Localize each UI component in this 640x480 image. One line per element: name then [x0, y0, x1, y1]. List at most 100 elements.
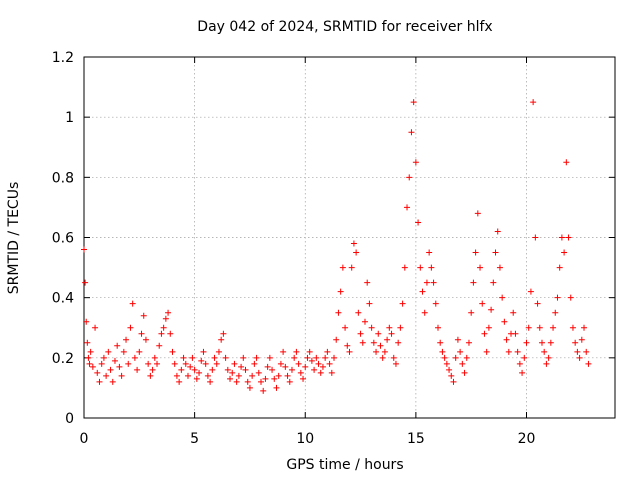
data-point — [233, 378, 240, 385]
data-point — [514, 348, 521, 355]
y-tick-label: 0.8 — [52, 170, 74, 186]
data-point — [142, 336, 149, 343]
data-point — [359, 339, 366, 346]
data-point — [346, 348, 353, 355]
data-point — [384, 336, 391, 343]
grid-lines — [84, 57, 615, 418]
data-point — [377, 342, 384, 349]
data-point — [311, 366, 318, 373]
y-axis-label: SRMTID / TECUs — [6, 182, 22, 295]
data-point — [512, 330, 519, 337]
data-point — [147, 372, 154, 379]
data-point — [187, 363, 194, 370]
data-point — [160, 324, 167, 331]
data-point — [430, 279, 437, 286]
data-point — [224, 366, 231, 373]
data-point — [530, 99, 537, 106]
y-tick-label: 0 — [65, 411, 74, 427]
data-point — [459, 360, 466, 367]
data-point — [381, 348, 388, 355]
data-point — [386, 324, 393, 331]
data-point — [536, 324, 543, 331]
data-point — [572, 339, 579, 346]
data-point — [344, 342, 351, 349]
data-point — [308, 357, 315, 364]
data-point — [435, 324, 441, 331]
y-tick-label: 0.6 — [52, 231, 74, 247]
data-point — [361, 318, 368, 325]
data-point — [275, 372, 282, 379]
data-point — [100, 354, 107, 361]
data-point — [428, 264, 435, 271]
data-point — [331, 354, 338, 361]
data-point — [379, 354, 386, 361]
data-point — [291, 354, 298, 361]
data-point — [534, 300, 541, 307]
data-point — [317, 369, 324, 376]
data-point — [86, 360, 93, 367]
data-point — [255, 369, 262, 376]
data-point — [465, 339, 472, 346]
data-point — [432, 300, 439, 307]
data-point — [401, 264, 408, 271]
data-point — [184, 372, 191, 379]
data-point — [249, 372, 256, 379]
data-point — [107, 366, 114, 373]
data-point — [567, 294, 574, 301]
x-tick-label: 10 — [296, 431, 314, 447]
data-point — [412, 159, 419, 166]
data-point — [483, 348, 490, 355]
data-point — [127, 324, 134, 331]
data-point — [111, 357, 118, 364]
data-point — [200, 348, 207, 355]
data-point — [395, 339, 402, 346]
data-point — [98, 360, 105, 367]
data-point — [541, 348, 548, 355]
data-point — [521, 354, 528, 361]
data-point — [496, 264, 503, 271]
data-point — [342, 324, 349, 331]
data-point — [125, 360, 132, 367]
data-point — [313, 354, 320, 361]
data-point — [145, 360, 152, 367]
data-point — [494, 228, 501, 235]
data-point — [204, 372, 211, 379]
data-point — [158, 330, 165, 337]
data-point — [180, 354, 187, 361]
data-point — [84, 339, 91, 346]
data-point — [83, 318, 90, 325]
data-point — [89, 363, 96, 370]
x-axis-label: GPS time / hours — [286, 457, 403, 473]
data-point — [260, 387, 267, 394]
data-point — [585, 360, 592, 367]
data-point — [326, 360, 333, 367]
data-point — [82, 279, 89, 286]
data-point — [196, 369, 203, 376]
data-point — [94, 369, 101, 376]
y-tick-label: 1.2 — [52, 50, 74, 66]
data-point — [293, 348, 300, 355]
data-point — [490, 279, 497, 286]
data-point — [85, 354, 92, 361]
x-tick-label: 0 — [80, 431, 89, 447]
data-point — [569, 324, 576, 331]
data-point — [370, 339, 377, 346]
data-point — [328, 369, 335, 376]
data-point — [269, 366, 276, 373]
data-point — [499, 294, 506, 301]
data-point — [284, 372, 291, 379]
data-point — [348, 264, 355, 271]
data-point — [419, 288, 426, 295]
y-tick-label: 0.2 — [52, 351, 74, 367]
data-point — [244, 378, 251, 385]
data-point — [324, 348, 331, 355]
data-point — [220, 330, 227, 337]
data-point — [306, 348, 313, 355]
data-point — [123, 336, 130, 343]
data-point — [558, 234, 565, 241]
data-point — [563, 159, 570, 166]
data-point — [421, 309, 428, 316]
data-point — [474, 210, 481, 217]
data-point — [154, 360, 161, 367]
